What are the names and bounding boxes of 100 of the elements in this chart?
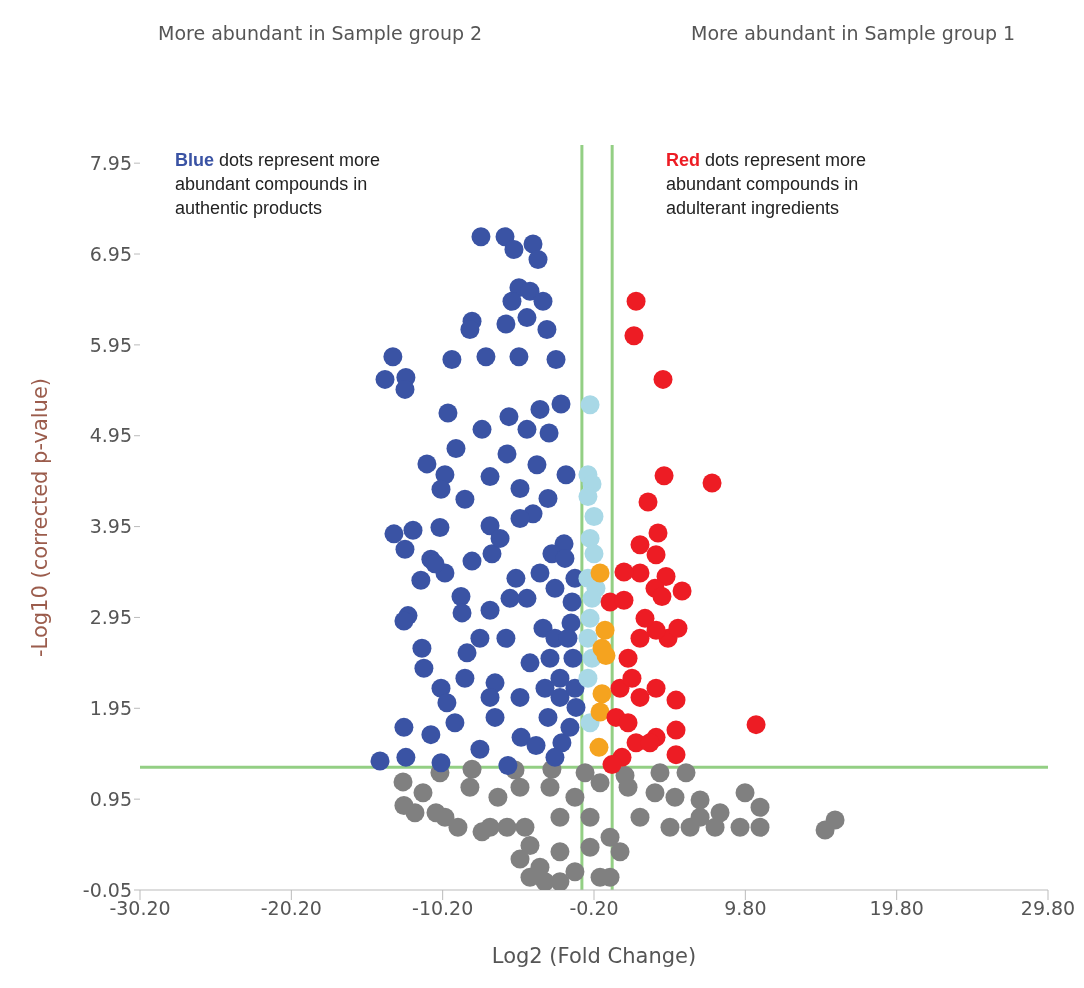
point	[578, 628, 598, 648]
point	[590, 773, 610, 793]
point	[750, 817, 770, 837]
point	[510, 777, 530, 797]
point	[646, 545, 666, 565]
point	[666, 745, 686, 765]
point	[535, 872, 555, 890]
point	[460, 777, 480, 797]
point	[676, 763, 696, 783]
point	[650, 763, 670, 783]
point	[580, 608, 600, 628]
y-tick-label: 0.95	[89, 787, 132, 810]
point	[735, 783, 755, 803]
point	[630, 535, 650, 555]
x-tick-label: 29.80	[1020, 897, 1076, 920]
y-tick-label: 4.95	[89, 424, 132, 447]
point	[614, 590, 634, 610]
point	[622, 668, 642, 688]
point	[656, 567, 676, 587]
point	[640, 733, 660, 753]
point	[580, 807, 600, 827]
annotation: Blue dots represent more abundant compounds in authentic products	[175, 150, 381, 218]
point	[618, 777, 638, 797]
point	[652, 587, 672, 607]
point	[825, 810, 845, 830]
point	[705, 817, 725, 837]
x-tick-label: 19.80	[869, 897, 924, 920]
point	[520, 867, 540, 887]
point	[660, 817, 680, 837]
text: More abundant in Sample group 1	[691, 22, 1016, 44]
point	[540, 777, 560, 797]
x-axis-title: Log2 (Fold Change)	[491, 943, 697, 968]
point	[550, 807, 570, 827]
point	[672, 581, 692, 601]
point	[515, 817, 535, 837]
point	[393, 772, 413, 792]
point	[590, 563, 610, 583]
point	[472, 822, 492, 842]
point	[750, 797, 770, 817]
point	[488, 787, 508, 807]
x-tick-label: -10.20	[412, 897, 474, 920]
point	[653, 369, 673, 389]
point	[646, 678, 666, 698]
point	[618, 713, 638, 733]
point	[645, 783, 665, 803]
point	[610, 678, 630, 698]
y-tick-label: 6.95	[89, 242, 132, 265]
point	[413, 783, 433, 803]
point	[510, 849, 530, 869]
point	[665, 787, 685, 807]
point	[592, 684, 612, 704]
point	[602, 755, 622, 775]
x-tick-label: -20.20	[260, 897, 322, 920]
point	[497, 817, 517, 837]
point	[596, 646, 616, 666]
point	[730, 817, 750, 837]
point	[666, 690, 686, 710]
point	[630, 563, 650, 583]
point	[618, 648, 638, 668]
point	[626, 291, 646, 311]
point	[550, 842, 570, 862]
point	[405, 803, 425, 823]
point	[600, 827, 620, 847]
point	[630, 687, 650, 707]
y-tick-label: 2.95	[89, 606, 132, 629]
point	[648, 523, 668, 543]
point	[630, 628, 650, 648]
point	[448, 817, 468, 837]
point	[668, 618, 688, 638]
point	[462, 759, 482, 779]
point	[690, 807, 710, 827]
point	[638, 492, 658, 512]
y-tick-label: 5.95	[89, 333, 132, 356]
point	[630, 807, 650, 827]
point	[565, 787, 585, 807]
point	[702, 473, 722, 493]
y-tick-label: 7.95	[89, 151, 132, 174]
x-tick-label: -0.20	[569, 897, 619, 920]
point	[666, 720, 686, 740]
text: More abundant in Sample group 2	[158, 22, 483, 44]
point	[635, 608, 655, 628]
x-tick-label: 9.80	[724, 897, 767, 920]
y-axis-title: -Log10 (corrected p-value)	[28, 377, 53, 658]
y-tick-label: 3.95	[89, 515, 132, 538]
point	[589, 737, 609, 757]
point	[584, 544, 604, 564]
point	[580, 837, 600, 857]
point	[646, 620, 666, 640]
point	[426, 803, 446, 823]
point	[578, 487, 598, 507]
point	[610, 842, 630, 862]
y-tick-label: 1.95	[89, 697, 132, 720]
point	[624, 326, 644, 346]
point	[575, 763, 595, 783]
point	[654, 466, 674, 486]
point	[582, 588, 602, 608]
point	[520, 835, 540, 855]
annotation: Red dots represent more abundant compounds in adulterant ingredients	[666, 150, 867, 218]
point	[584, 507, 604, 527]
point	[578, 668, 598, 688]
